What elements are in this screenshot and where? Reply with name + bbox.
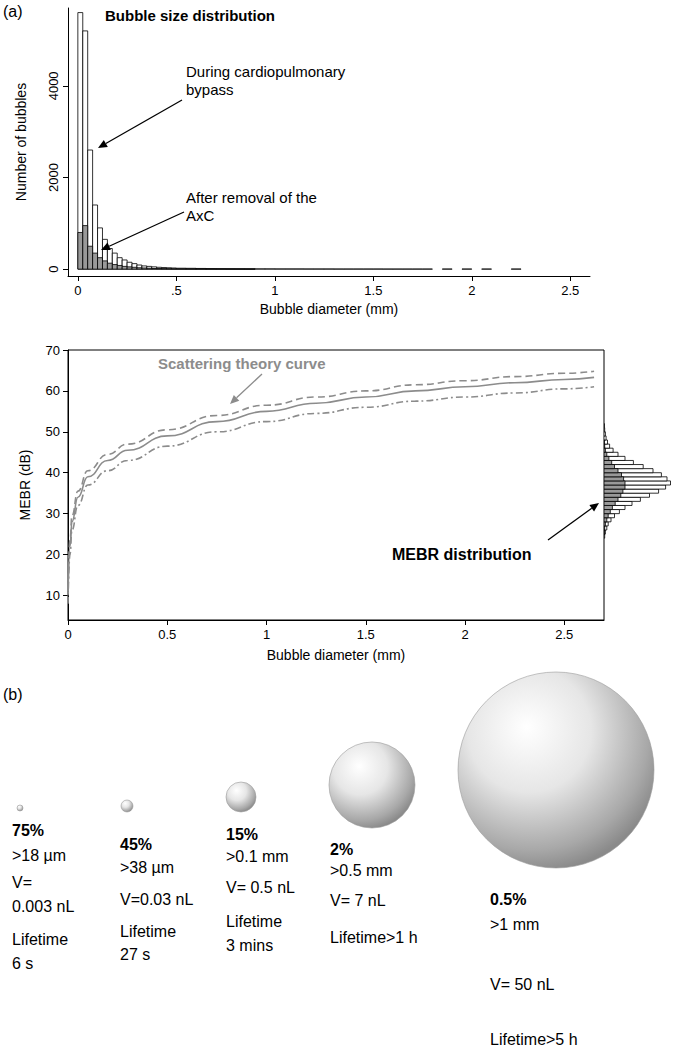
svg-text:Lifetime>1 h: Lifetime>1 h — [330, 929, 418, 946]
svg-text:1: 1 — [271, 283, 278, 298]
svg-text:1: 1 — [263, 627, 270, 642]
svg-text:Lifetime>5 h: Lifetime>5 h — [490, 1031, 578, 1048]
svg-text:>38 µm: >38 µm — [120, 859, 174, 876]
svg-text:(b): (b) — [3, 686, 23, 703]
svg-text:27 s: 27 s — [120, 946, 150, 963]
svg-text:4000: 4000 — [46, 71, 61, 100]
svg-text:Bubble diameter (mm): Bubble diameter (mm) — [260, 301, 399, 317]
svg-text:MEBR distribution: MEBR distribution — [392, 546, 532, 563]
svg-text:15%: 15% — [226, 826, 258, 843]
svg-text:2000: 2000 — [46, 163, 61, 192]
svg-text:2%: 2% — [330, 841, 353, 858]
svg-text:10: 10 — [46, 588, 60, 603]
svg-text:3 mins: 3 mins — [226, 937, 273, 954]
svg-text:0.5%: 0.5% — [490, 891, 526, 908]
svg-text:60: 60 — [46, 383, 60, 398]
svg-text:During cardiopulmonary: During cardiopulmonary — [186, 63, 346, 80]
svg-text:(a): (a) — [3, 3, 23, 20]
svg-text:V= 7 nL: V= 7 nL — [330, 892, 386, 909]
svg-text:MEBR (dB): MEBR (dB) — [17, 450, 33, 521]
svg-text:Bubble diameter (mm): Bubble diameter (mm) — [267, 647, 406, 663]
svg-text:0: 0 — [74, 283, 81, 298]
svg-text:Lifetime: Lifetime — [226, 913, 282, 930]
svg-text:AxC: AxC — [186, 207, 215, 224]
svg-text:20: 20 — [46, 547, 60, 562]
svg-text:>0.1 mm: >0.1 mm — [226, 848, 289, 865]
svg-text:V= 0.5 nL: V= 0.5 nL — [226, 879, 295, 896]
svg-text:0.003 nL: 0.003 nL — [12, 898, 74, 915]
svg-text:>0.5 mm: >0.5 mm — [330, 862, 393, 879]
svg-text:2.5: 2.5 — [555, 627, 573, 642]
svg-text:2.5: 2.5 — [561, 283, 579, 298]
svg-text:.5: .5 — [171, 283, 182, 298]
svg-text:1.5: 1.5 — [357, 627, 375, 642]
svg-text:75%: 75% — [12, 822, 44, 839]
svg-text:V=: V= — [12, 874, 32, 891]
svg-text:Scattering theory curve: Scattering theory curve — [158, 355, 326, 372]
svg-text:0: 0 — [64, 627, 71, 642]
svg-text:45%: 45% — [120, 836, 152, 853]
svg-text:2: 2 — [461, 627, 468, 642]
svg-text:6 s: 6 s — [12, 955, 33, 972]
svg-text:V= 50 nL: V= 50 nL — [490, 976, 555, 993]
svg-text:30: 30 — [46, 506, 60, 521]
svg-text:Bubble size distribution: Bubble size distribution — [105, 7, 275, 24]
svg-text:0.5: 0.5 — [158, 627, 176, 642]
svg-text:40: 40 — [46, 465, 60, 480]
svg-text:V=0.03 nL: V=0.03 nL — [120, 891, 194, 908]
svg-text:Number of bubbles: Number of bubbles — [13, 83, 29, 201]
svg-text:1.5: 1.5 — [364, 283, 382, 298]
svg-text:0: 0 — [46, 266, 61, 273]
svg-text:After removal of the: After removal of the — [186, 189, 317, 206]
svg-text:70: 70 — [46, 343, 60, 358]
svg-text:>1 mm: >1 mm — [490, 916, 539, 933]
svg-text:50: 50 — [46, 424, 60, 439]
svg-text:Lifetime: Lifetime — [120, 923, 176, 940]
svg-text:>18 µm: >18 µm — [12, 847, 66, 864]
svg-text:2: 2 — [468, 283, 475, 298]
svg-text:bypass: bypass — [186, 81, 234, 98]
svg-text:Lifetime: Lifetime — [12, 931, 68, 948]
